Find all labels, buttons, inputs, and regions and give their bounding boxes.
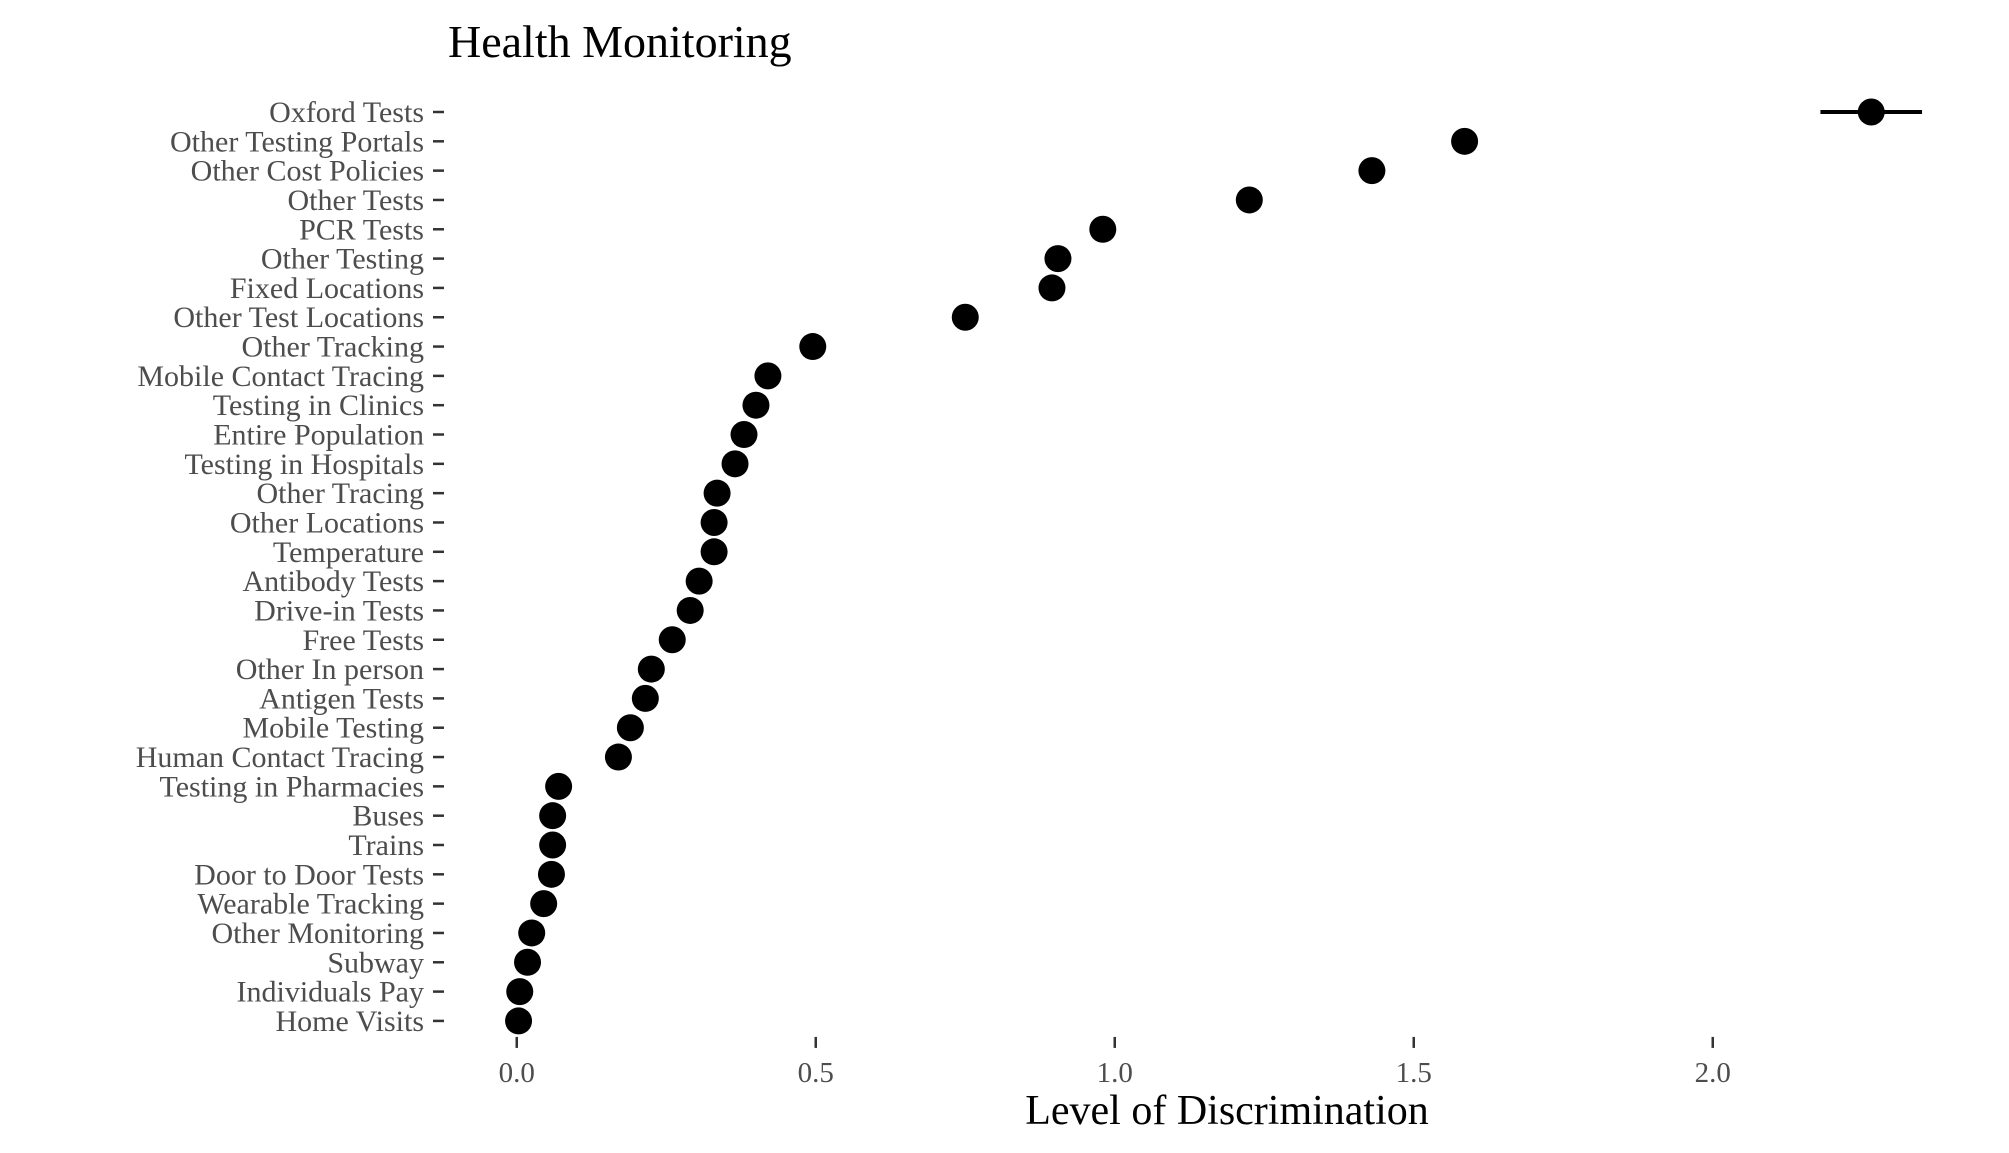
point-fixed-locations — [1038, 274, 1066, 302]
y-tick-label-other-tracking: Other Tracking — [242, 331, 425, 364]
point-other-test-locations — [951, 303, 979, 331]
y-tick-label-drive-in-tests: Drive-in Tests — [254, 594, 424, 627]
x-tick-label-1: 0.5 — [798, 1057, 834, 1089]
point-other-cost-policies — [1358, 157, 1386, 185]
y-tick-label-testing-in-hospitals: Testing in Hospitals — [184, 448, 424, 481]
y-tick-label-other-cost-policies: Other Cost Policies — [191, 155, 424, 188]
point-other-tracing — [703, 479, 731, 507]
point-testing-in-clinics — [742, 391, 770, 419]
point-other-tests — [1235, 186, 1263, 214]
y-tick-label-other-locations: Other Locations — [230, 506, 424, 539]
y-tick-label-other-testing: Other Testing — [261, 243, 424, 276]
x-tick-label-3: 1.5 — [1396, 1057, 1432, 1089]
y-tick-label-antigen-tests: Antigen Tests — [259, 682, 424, 715]
y-tick-label-subway: Subway — [327, 946, 424, 979]
point-wearable-tracking — [530, 890, 558, 918]
point-other-in-person — [637, 655, 665, 683]
y-tick-label-other-tracing: Other Tracing — [257, 477, 425, 510]
x-axis-label: Level of Discrimination — [1025, 1088, 1429, 1134]
y-tick-label-door-to-door-tests: Door to Door Tests — [194, 858, 424, 891]
y-tick-label-pcr-tests: PCR Tests — [299, 213, 424, 246]
y-tick-label-free-tests: Free Tests — [303, 624, 425, 657]
point-drive-in-tests — [676, 596, 704, 624]
x-axis: 0.0 0.5 1.0 1.5 2.0 — [499, 1036, 1731, 1089]
point-temperature — [700, 538, 728, 566]
y-tick-label-mobile-contact-tracing: Mobile Contact Tracing — [137, 360, 424, 393]
y-tick-label-antibody-tests: Antibody Tests — [242, 565, 424, 598]
y-tick-label-human-contact-tracing: Human Contact Tracing — [136, 741, 424, 774]
y-tick-label-temperature: Temperature — [273, 536, 424, 569]
y-tick-label-individuals-pay: Individuals Pay — [237, 976, 425, 1009]
y-tick-label-fixed-locations: Fixed Locations — [230, 272, 424, 305]
point-antigen-tests — [631, 684, 659, 712]
y-tick-label-trains: Trains — [348, 829, 424, 862]
point-door-to-door-tests — [537, 860, 565, 888]
y-tick-label-mobile-testing: Mobile Testing — [242, 712, 424, 745]
y-tick-label-other-test-locations: Other Test Locations — [173, 301, 424, 334]
point-testing-in-hospitals — [721, 450, 749, 478]
data-points — [505, 98, 1923, 1035]
point-pcr-tests — [1089, 215, 1117, 243]
y-tick-label-other-tests: Other Tests — [288, 184, 425, 217]
point-other-locations — [700, 508, 728, 536]
point-free-tests — [658, 626, 686, 654]
y-tick-label-buses: Buses — [352, 800, 424, 833]
y-tick-label-wearable-tracking: Wearable Tracking — [197, 888, 424, 921]
point-other-tracking — [799, 333, 827, 361]
y-tick-label-oxford-tests: Oxford Tests — [269, 96, 424, 129]
point-mobile-testing — [616, 714, 644, 742]
point-buses — [539, 802, 567, 830]
point-oxford-tests — [1857, 98, 1885, 126]
y-tick-label-testing-in-pharmacies: Testing in Pharmacies — [159, 770, 424, 803]
point-testing-in-pharmacies — [545, 772, 573, 800]
y-tick-label-testing-in-clinics: Testing in Clinics — [213, 389, 424, 422]
point-individuals-pay — [506, 978, 534, 1006]
point-subway — [514, 948, 542, 976]
x-tick-label-0: 0.0 — [499, 1057, 535, 1089]
chart-title: Health Monitoring — [448, 16, 792, 67]
point-other-monitoring — [518, 919, 546, 947]
point-entire-population — [730, 421, 758, 449]
y-tick-label-home-visits: Home Visits — [276, 1005, 425, 1038]
y-tick-label-other-monitoring: Other Monitoring — [212, 917, 424, 950]
point-trains — [539, 831, 567, 859]
y-tick-label-other-in-person: Other In person — [236, 653, 424, 686]
x-tick-label-2: 1.0 — [1097, 1057, 1133, 1089]
point-other-testing — [1044, 245, 1072, 273]
point-antibody-tests — [685, 567, 713, 595]
point-home-visits — [505, 1007, 533, 1035]
point-other-testing-portals — [1451, 127, 1479, 155]
y-tick-label-other-testing-portals: Other Testing Portals — [170, 125, 424, 158]
point-human-contact-tracing — [604, 743, 632, 771]
y-tick-label-entire-population: Entire Population — [213, 419, 424, 452]
point-mobile-contact-tracing — [754, 362, 782, 390]
x-tick-label-4: 2.0 — [1695, 1057, 1731, 1089]
